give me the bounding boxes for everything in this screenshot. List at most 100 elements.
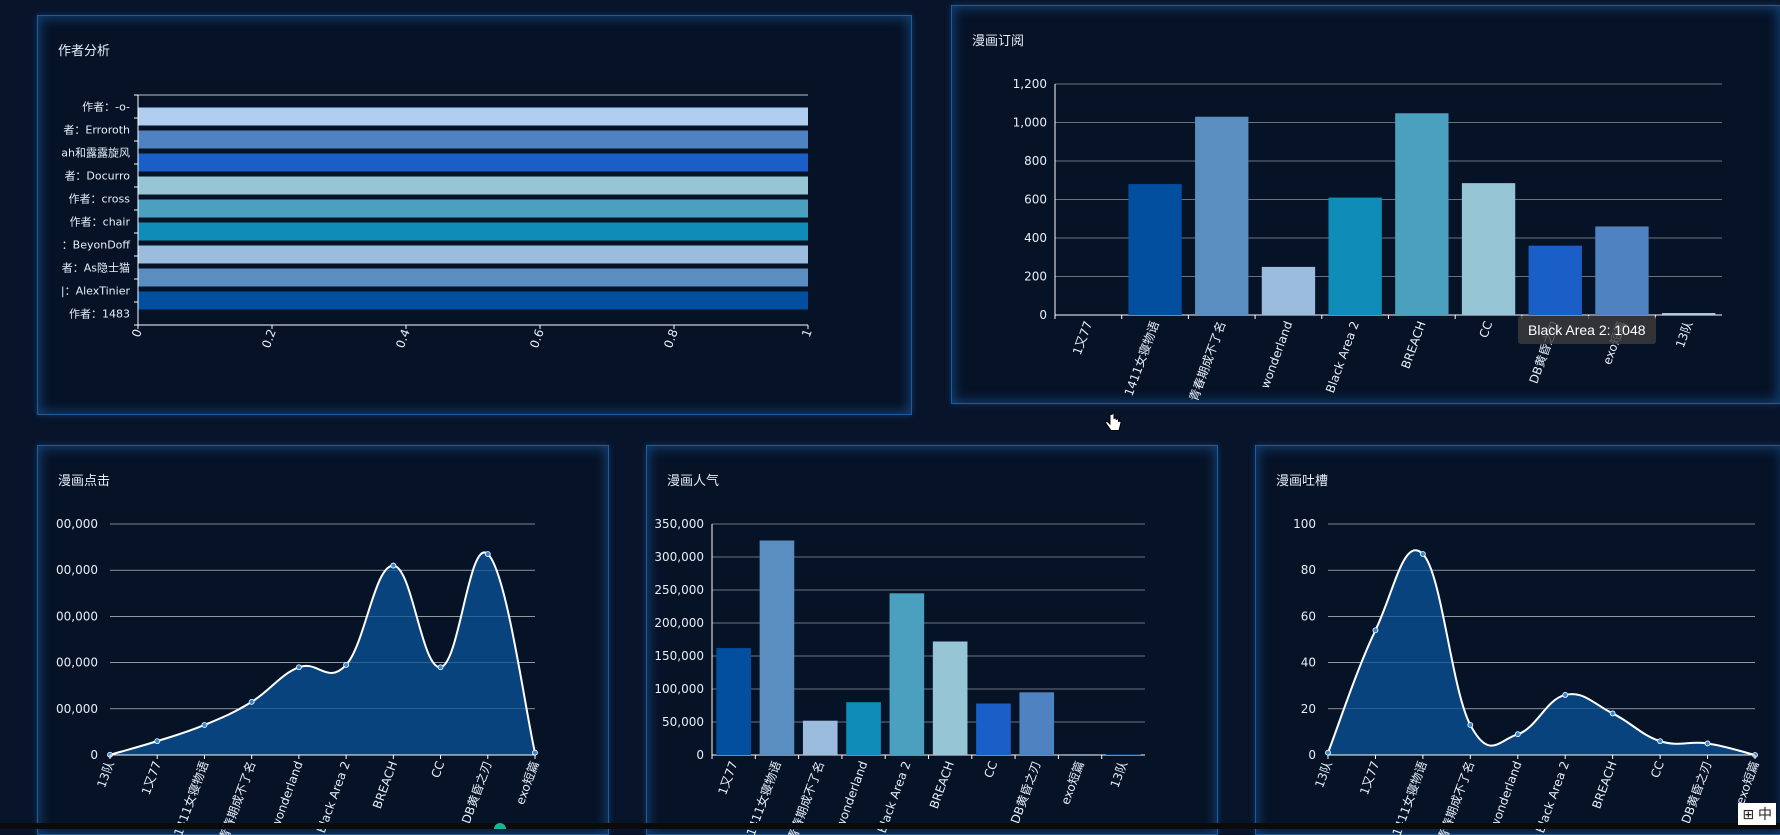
author-bar bbox=[138, 291, 808, 310]
popularity-bar bbox=[1106, 754, 1141, 755]
author-bar bbox=[138, 107, 808, 126]
author-bar bbox=[138, 268, 808, 287]
subscribe-bar bbox=[1595, 226, 1649, 315]
subscribe-bar bbox=[1528, 245, 1582, 315]
popularity-bar bbox=[1019, 692, 1055, 755]
comment-area-fill bbox=[1328, 550, 1755, 755]
scroll-indicator[interactable] bbox=[494, 823, 506, 829]
author-bar bbox=[138, 199, 808, 218]
comment-point bbox=[1325, 749, 1331, 756]
subscribe-x-tick-label: CC bbox=[1476, 319, 1495, 340]
popularity-bar bbox=[1062, 754, 1098, 755]
click-y-tick-label: 00,000 bbox=[56, 702, 98, 716]
author-bar bbox=[138, 176, 808, 195]
comment-series-line bbox=[1327, 549, 1756, 756]
author-tick-label: 作者：chair bbox=[70, 216, 131, 229]
comment-point bbox=[1419, 551, 1426, 557]
popularity-y-tick-label: 100,000 bbox=[654, 682, 704, 696]
subscribe-bar bbox=[1328, 197, 1382, 315]
click-y-tick-label: 00,000 bbox=[56, 517, 98, 531]
author-tick-label: 作者：-o- bbox=[82, 101, 130, 114]
click-point bbox=[390, 562, 397, 569]
click-point bbox=[154, 738, 161, 745]
subscribe-bar bbox=[1128, 184, 1182, 315]
author-tick-label: |：AlexTinier bbox=[61, 285, 131, 298]
author-tick-label: 者：Docurro bbox=[64, 170, 130, 183]
ime-indicator[interactable]: ⊞ 中 bbox=[1738, 803, 1776, 825]
comment-point bbox=[1657, 738, 1664, 745]
panel-title: 漫画吐槽 bbox=[1276, 473, 1329, 488]
chart-tooltip: Black Area 2: 1048 bbox=[1518, 316, 1656, 344]
popularity-y-tick-label: 250,000 bbox=[654, 583, 704, 597]
popularity-y-tick-label: 350,000 bbox=[654, 517, 704, 531]
author-tick-label: 者：As隐士猫 bbox=[62, 262, 130, 275]
click-y-tick-label: 00,000 bbox=[56, 563, 98, 577]
comment-point bbox=[1372, 627, 1379, 634]
popularity-y-tick-label: 200,000 bbox=[654, 616, 704, 630]
click-y-tick-label: 0 bbox=[90, 748, 98, 762]
comment-point bbox=[1467, 722, 1474, 728]
author-bar bbox=[138, 222, 808, 241]
author-bar bbox=[138, 153, 808, 172]
subscribe-bar bbox=[1461, 183, 1516, 315]
comment-x-tick-label: wonderland bbox=[1487, 759, 1524, 830]
subscribe-bar bbox=[1195, 116, 1249, 315]
popularity-bar bbox=[932, 641, 968, 755]
popularity-panel: 漫画人气 bbox=[646, 445, 1218, 835]
subscribe-y-tick-label: 1,000 bbox=[1013, 116, 1047, 130]
comment-panel: 漫画吐槽 bbox=[1255, 445, 1780, 835]
subscribe-y-tick-label: 1,200 bbox=[1013, 77, 1047, 91]
comment-y-tick-label: 40 bbox=[1301, 656, 1316, 670]
click-point bbox=[437, 664, 444, 671]
click-point bbox=[343, 662, 350, 668]
subscribe-bar bbox=[1661, 313, 1716, 315]
author-x-tick-label: 0.4 bbox=[393, 327, 413, 350]
comment-y-tick-label: 60 bbox=[1301, 609, 1316, 623]
subscribe-y-tick-label: 800 bbox=[1024, 154, 1047, 168]
popularity-x-tick-label: CC bbox=[981, 759, 1000, 780]
popularity-bar bbox=[846, 702, 881, 755]
author-bar bbox=[138, 130, 808, 149]
comment-y-tick-label: 0 bbox=[1308, 748, 1316, 762]
subscribe-y-tick-label: 400 bbox=[1024, 231, 1047, 245]
subscribe-y-tick-label: 0 bbox=[1039, 308, 1047, 322]
subscribe-bar bbox=[1395, 113, 1449, 315]
comment-point bbox=[1562, 692, 1569, 698]
comment-y-tick-label: 80 bbox=[1301, 563, 1316, 577]
comment-point bbox=[1609, 710, 1616, 717]
click-area-fill bbox=[110, 552, 535, 755]
popularity-bar bbox=[889, 593, 925, 755]
click-point bbox=[295, 664, 302, 671]
author-tick-label: 作者：1483 bbox=[69, 308, 130, 321]
comment-x-tick-label: 1又77 bbox=[1357, 759, 1382, 797]
popularity-bar bbox=[976, 703, 1011, 755]
subscribe-y-tick-label: 600 bbox=[1024, 193, 1047, 207]
author-x-tick-label: 0 bbox=[129, 327, 145, 339]
hand-cursor-icon bbox=[1105, 412, 1122, 431]
comment-point bbox=[1514, 731, 1521, 738]
panel-title: 漫画人气 bbox=[667, 473, 720, 488]
comment-x-tick-label: exo短篇 bbox=[1732, 759, 1762, 807]
panel-title: 作者分析 bbox=[58, 43, 111, 58]
author-x-tick-label: 0.2 bbox=[259, 327, 279, 350]
author-bar bbox=[138, 245, 808, 264]
click-y-tick-label: 00,000 bbox=[56, 609, 98, 623]
author-tick-label: 者：Erroroth bbox=[63, 124, 130, 137]
subscribe-y-tick-label: 200 bbox=[1024, 270, 1047, 284]
click-x-tick-label: CC bbox=[428, 759, 447, 780]
comment-y-tick-label: 20 bbox=[1301, 702, 1316, 716]
comment-point bbox=[1704, 740, 1711, 747]
panel-title: 漫画订阅 bbox=[972, 33, 1025, 48]
popularity-bar bbox=[759, 540, 795, 755]
popularity-y-tick-label: 150,000 bbox=[654, 649, 704, 663]
taskbar-strip bbox=[0, 823, 1780, 829]
author-x-tick-label: 0.8 bbox=[661, 327, 681, 350]
comment-x-tick-label: 13队 bbox=[1311, 759, 1334, 790]
panel-title: 漫画点击 bbox=[58, 473, 111, 488]
popularity-y-tick-label: 0 bbox=[696, 748, 704, 762]
subscribe-bar bbox=[1261, 266, 1316, 315]
